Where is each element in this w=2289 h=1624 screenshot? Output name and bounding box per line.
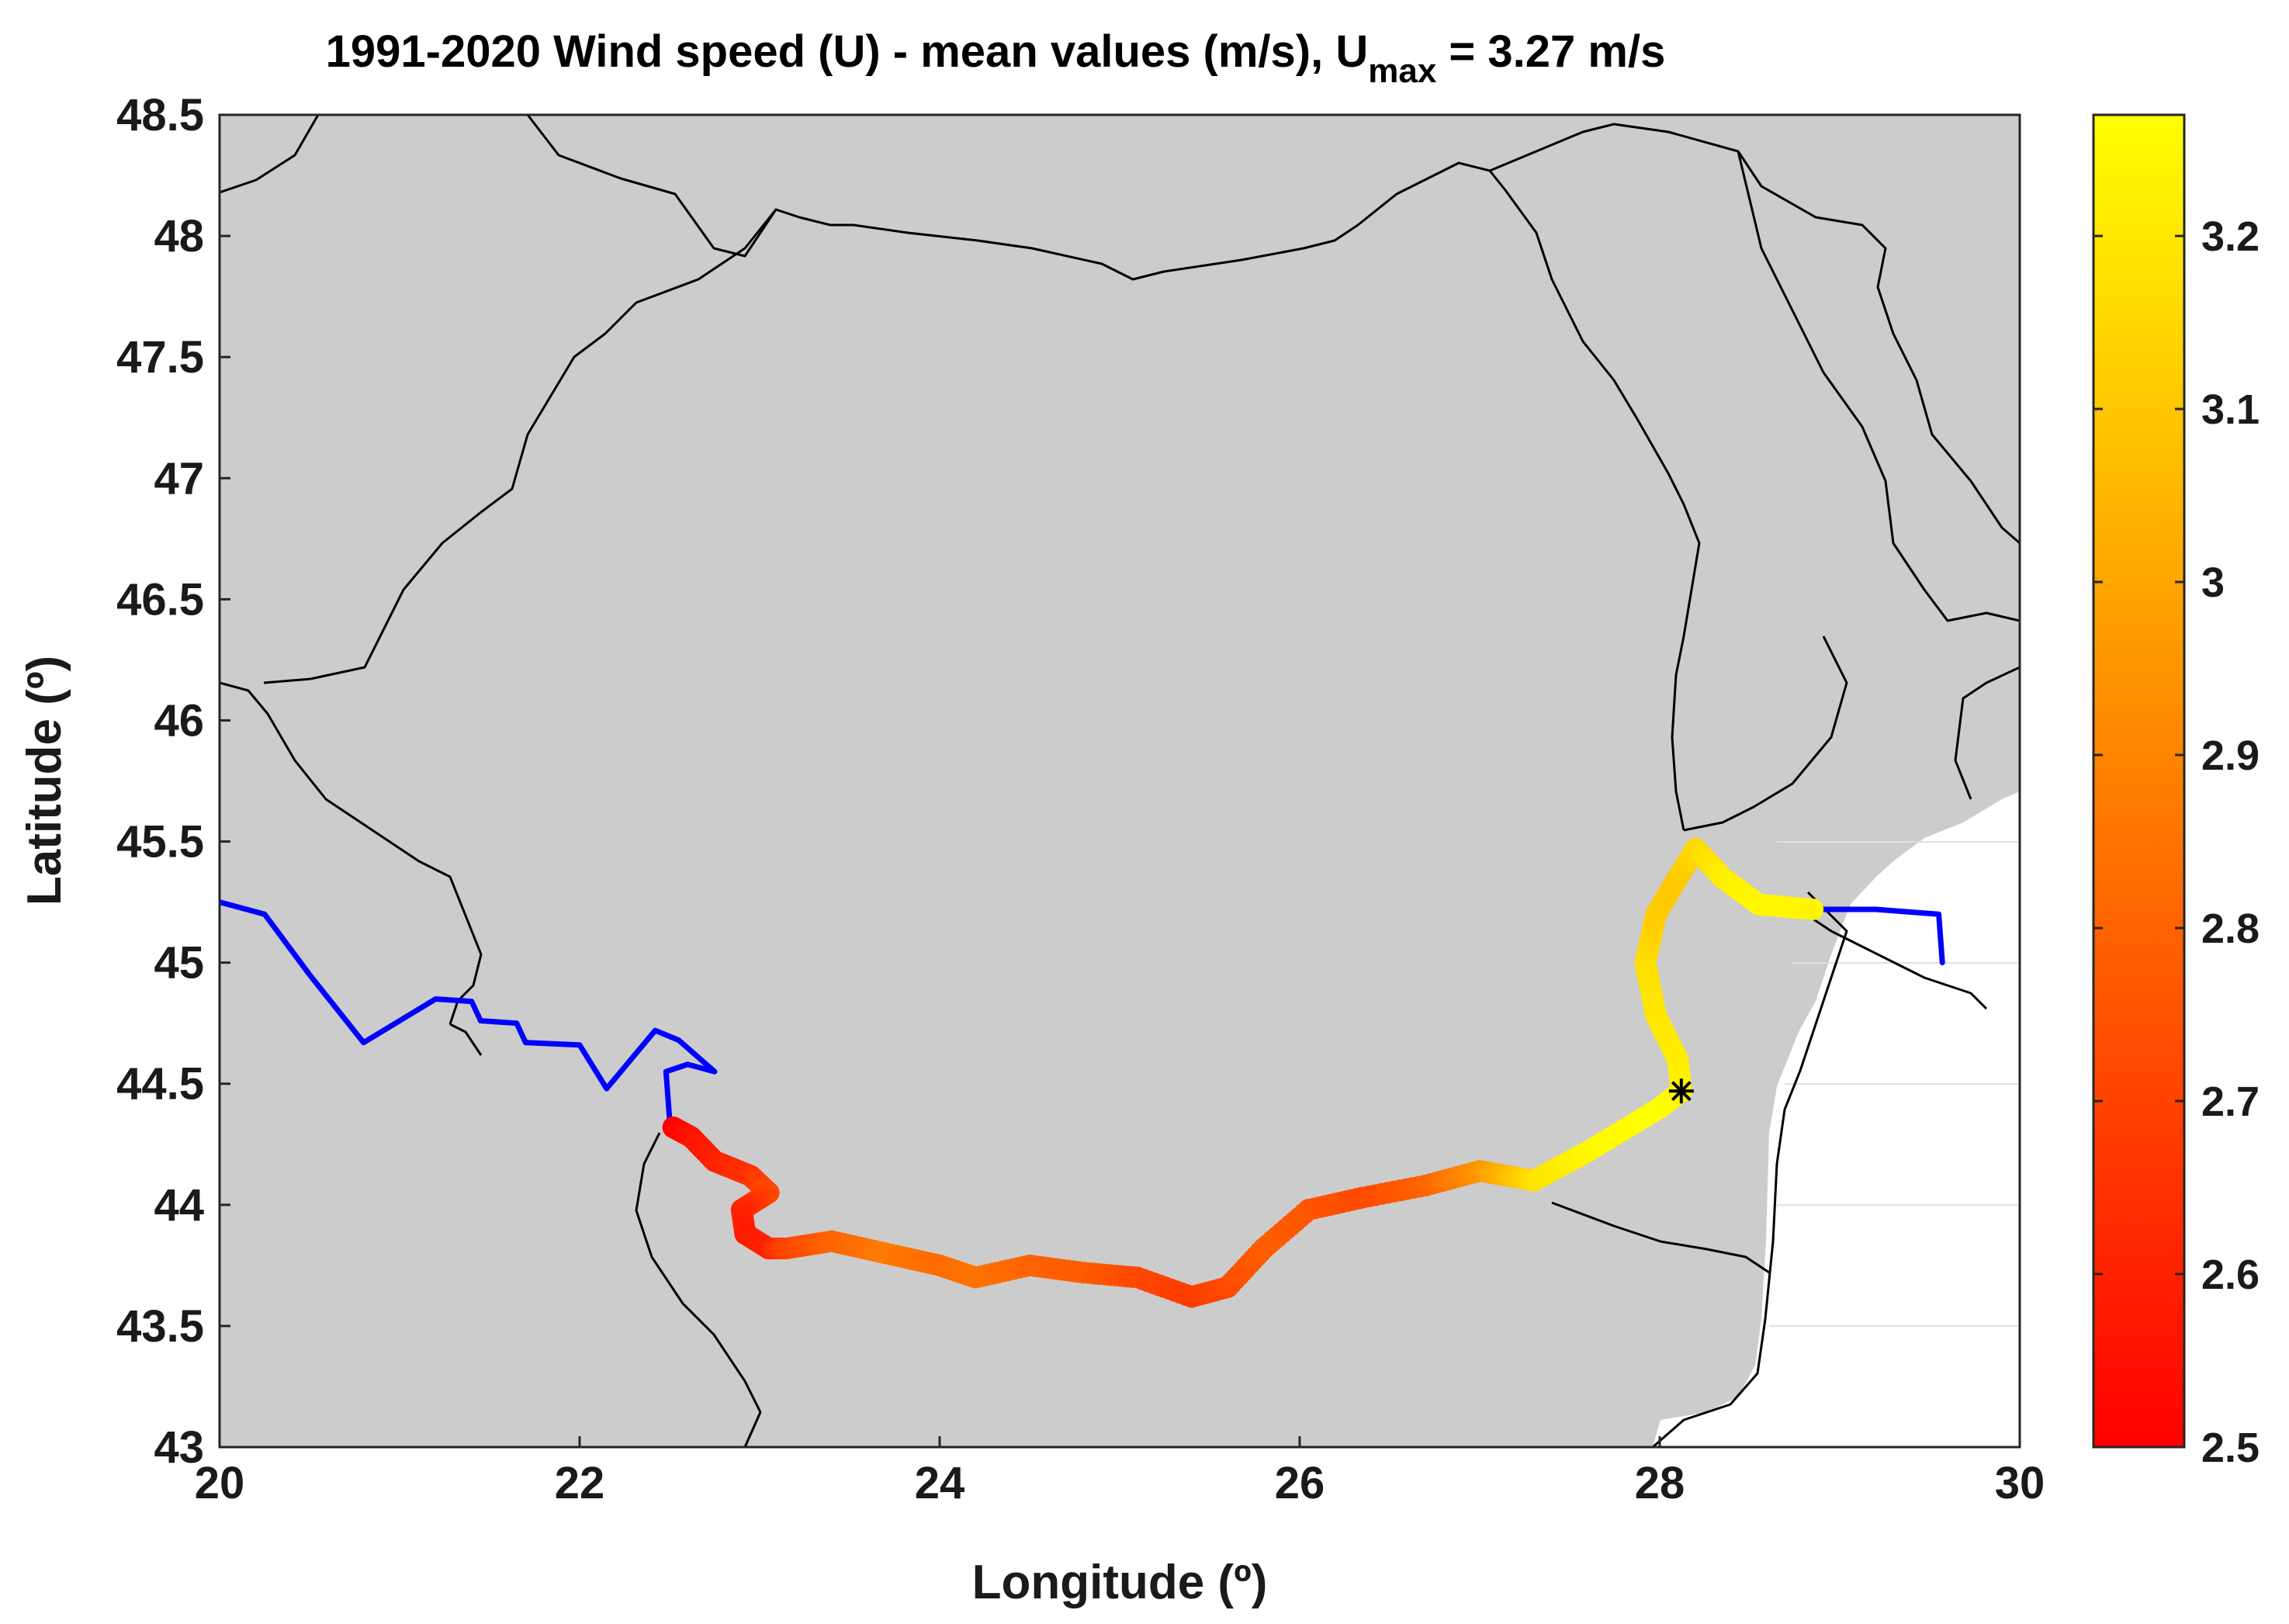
y-tick-label: 47.5 <box>116 332 204 383</box>
moldova-east-border <box>1683 635 1848 832</box>
y-tick-label: 48.5 <box>116 90 204 140</box>
y-tick-label: 45 <box>154 938 204 989</box>
y-axis-label: Latitude (º) <box>18 656 71 905</box>
y-tick-label: 46.5 <box>116 574 204 625</box>
x-axis-ticks: 20 22 24 26 28 30 <box>195 1436 2045 1508</box>
ukraine-north-border <box>1489 123 2020 545</box>
x-tick-label: 26 <box>1275 1458 1325 1508</box>
station-marker <box>1668 1079 1694 1104</box>
colorbar-tick-label: 2.7 <box>2201 1079 2260 1125</box>
colorbar <box>2092 113 2186 1449</box>
y-tick-label: 48 <box>154 211 204 261</box>
delta-borders <box>1807 914 1988 1010</box>
country-borders <box>220 115 2020 1447</box>
x-tick-label: 24 <box>915 1458 965 1508</box>
x-tick-label: 30 <box>1995 1458 2045 1508</box>
colorbar-tick-label: 2.9 <box>2201 732 2260 779</box>
colorbar-tick-label: 2.8 <box>2201 905 2260 952</box>
y-tick-label: 44 <box>154 1180 204 1231</box>
colorbar-tick-label: 2.6 <box>2201 1252 2260 1298</box>
axes-frame <box>218 113 2021 1449</box>
map-area <box>220 115 2020 1447</box>
no-data-river-line <box>1809 906 1945 966</box>
romania-border <box>263 161 1701 831</box>
hungary-south-border <box>220 681 483 1025</box>
no-data-river-line <box>220 899 718 1124</box>
star-marker-stroke <box>1671 1081 1692 1102</box>
ukraine-coast <box>1954 666 2020 800</box>
land <box>220 115 2020 1447</box>
y-tick-label: 43 <box>154 1422 204 1473</box>
colorbar-tick-label: 3.1 <box>2201 386 2260 433</box>
colorbar-tick-label: 3.2 <box>2201 213 2260 260</box>
y-tick-label: 44.5 <box>116 1059 204 1110</box>
wind-speed-point <box>1802 898 1824 920</box>
y-tick-label: 47 <box>154 453 204 504</box>
slovakia-border <box>526 115 777 258</box>
serbia-border <box>449 1023 483 1056</box>
colorbar-tick-label: 3 <box>2201 559 2225 606</box>
bulgaria-north <box>1551 1201 1770 1274</box>
y-tick-label: 45.5 <box>116 817 204 867</box>
coast-lines <box>1652 891 1848 1447</box>
danube-no-data-series <box>220 899 1945 1124</box>
y-axis-ticks: 43 43.5 44 44.5 45 45.5 46 46.5 47 47.5 48 48.5 <box>116 90 230 1473</box>
hungary-border <box>220 115 320 194</box>
sea-gridlines <box>1769 841 2020 1327</box>
colorbar-ticks: 2.5 2.6 2.7 2.8 2.9 3 3.1 3.2 <box>2093 213 2260 1471</box>
colorbar-tick-label: 2.5 <box>2201 1425 2260 1471</box>
x-tick-label: 22 <box>555 1458 605 1508</box>
x-tick-label: 20 <box>195 1458 245 1508</box>
x-axis-label: Longitude (º) <box>972 1556 1268 1609</box>
y-tick-label: 43.5 <box>116 1301 204 1352</box>
moldova-border <box>1737 151 2020 622</box>
x-tick-label: 28 <box>1635 1458 1685 1508</box>
plot-title: 1991-2020 Wind speed (U) - mean values (… <box>326 26 1666 90</box>
y-tick-label: 46 <box>154 695 204 746</box>
serbia-bulgaria-border <box>635 1132 762 1447</box>
